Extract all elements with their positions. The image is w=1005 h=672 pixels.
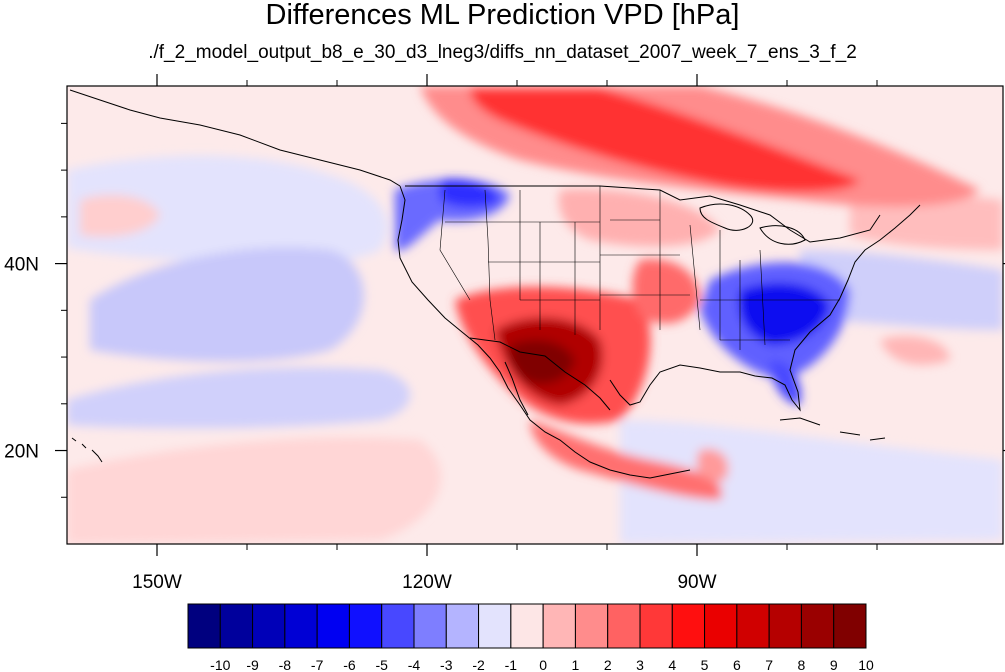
colorbar-label: -1 [505, 657, 518, 672]
map-subtitle: ./f_2_model_output_b8_e_30_d3_lneg3/diff… [148, 42, 857, 63]
colorbar-label: 4 [668, 657, 676, 672]
colorbar-swatch [800, 603, 835, 649]
colorbar-label: -9 [246, 657, 259, 672]
colorbar-swatch [348, 603, 383, 649]
colorbar-swatch [445, 603, 480, 649]
colorbar-label: 1 [572, 657, 580, 672]
colorbar-swatch [219, 603, 254, 649]
axis-labels: 150W 120W 90W 40N 20N [4, 255, 716, 593]
colorbar-swatch [510, 603, 544, 649]
lon-tick-label: 90W [677, 572, 716, 593]
map-plot-area [67, 86, 1003, 544]
map-frame [66, 85, 1004, 545]
lon-tick-label: 120W [402, 572, 452, 593]
colorbar-label: -3 [440, 657, 453, 672]
colorbar-label: 2 [604, 657, 612, 672]
mexico-red-band [530, 420, 722, 500]
colorbar-swatch [833, 603, 867, 649]
colorbar-label: 9 [830, 657, 838, 672]
colorbar-label: 10 [858, 657, 874, 672]
central-red-anomaly [632, 259, 700, 324]
colorbar-swatch [252, 603, 286, 649]
colorbar-label: -2 [472, 657, 485, 672]
colorbar-swatch [542, 603, 576, 649]
hawaii-islands [71, 437, 103, 463]
pacific-pink-tropics [67, 437, 441, 544]
colorbar-swatch [639, 603, 673, 649]
caribbean-pink [696, 449, 729, 481]
pacific-blue-band-middle [90, 247, 364, 362]
colorbar-label: -6 [343, 657, 356, 672]
colorbar-label: 0 [539, 657, 547, 672]
lat-tick-label: 20N [4, 442, 39, 463]
colorbar-label: -5 [375, 657, 388, 672]
colorbar-label: 6 [733, 657, 741, 672]
colorbar-label: 5 [701, 657, 709, 672]
colorbar-swatch [413, 603, 447, 649]
pacific-blue-band-south [67, 367, 410, 429]
axis-ticks [55, 74, 1005, 556]
colorbar-swatch [671, 603, 706, 649]
north-america-coastline [397, 185, 921, 479]
bc-coastline [69, 89, 401, 187]
coastlines-and-borders [69, 89, 921, 479]
atlantic-blue-band [800, 250, 1003, 330]
us-mexico-border [469, 337, 611, 411]
atlantic-pink-bits [880, 336, 950, 365]
pacific-pink-patch [80, 195, 160, 237]
colorbar-label: 8 [798, 657, 806, 672]
central-pink-anomaly [558, 189, 720, 247]
colorbar-swatch [607, 603, 641, 649]
canada-red-band-inner [470, 88, 860, 192]
lat-tick-label: 40N [4, 255, 39, 276]
map-title: Differences ML Prediction VPD [hPa] [265, 0, 740, 31]
colorbar-swatch [284, 603, 318, 649]
colorbar-swatch [316, 603, 350, 649]
colorbar-label: -10 [210, 657, 230, 672]
colorbar-swatch [736, 603, 770, 649]
florida-blue [770, 360, 801, 405]
colorbar-label: 7 [765, 657, 773, 672]
state-borders [439, 186, 840, 350]
colorbar-labels: -10 -9 -8 -7 -6 -5 -4 -3 -2 -1 0 1 2 3 4 5 6 7 8 9 10 [210, 657, 874, 672]
colorbar-label: 3 [636, 657, 644, 672]
north-atlantic-pink [850, 194, 1003, 250]
colorbar-swatch [768, 603, 802, 649]
colorbar-label: -7 [311, 657, 324, 672]
us-canada-border [405, 185, 881, 243]
anomaly-field [67, 86, 1003, 544]
great-lakes [699, 203, 806, 245]
colorbar-swatch [187, 603, 221, 649]
colorbar-swatch [478, 603, 512, 649]
southeast-blue-core [738, 282, 830, 345]
colorbar [187, 603, 867, 649]
colorbar-swatch [381, 603, 415, 649]
colorbar-label: -4 [408, 657, 421, 672]
pacific-blue-band-north [67, 155, 388, 265]
colorbar-label: -8 [279, 657, 292, 672]
colorbar-swatch [574, 603, 609, 649]
caribbean-islands [779, 417, 886, 441]
colorbar-swatch [704, 603, 738, 649]
lon-tick-label: 150W [132, 572, 182, 593]
southwest-darkred-core [509, 340, 575, 384]
